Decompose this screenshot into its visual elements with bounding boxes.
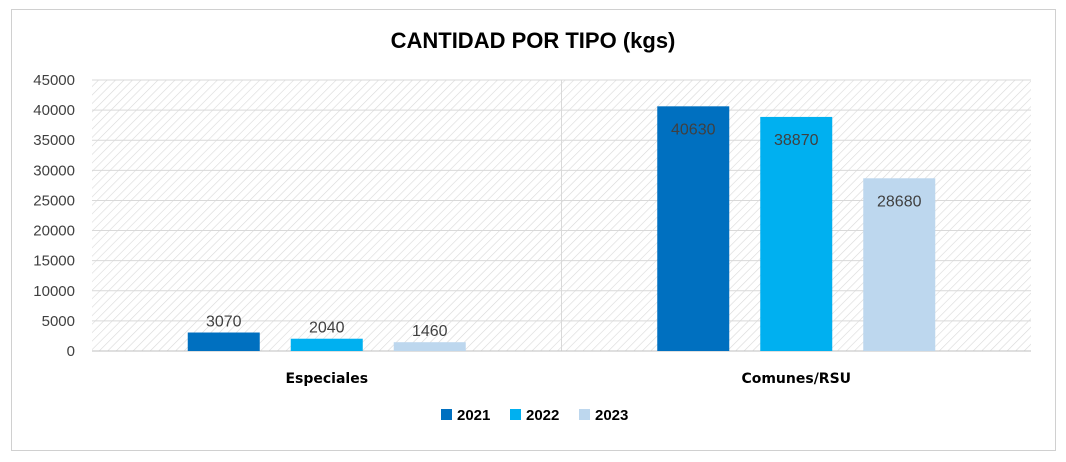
bar	[290, 338, 363, 351]
data-label: 3070	[206, 314, 242, 331]
bar	[657, 106, 730, 351]
y-tick-label: 0	[67, 343, 75, 360]
y-tick-label: 5000	[42, 313, 75, 330]
category-label: Comunes/RSU	[741, 371, 851, 387]
y-tick-label: 15000	[33, 253, 75, 270]
y-tick-label: 45000	[33, 72, 75, 89]
legend-label: 2021	[457, 407, 490, 424]
y-tick-label: 25000	[33, 192, 75, 209]
legend-label: 2023	[595, 407, 628, 424]
x-axis: Especiales Comunes/RSU	[285, 371, 851, 387]
bar	[760, 116, 833, 351]
legend-swatch	[441, 409, 452, 420]
bar	[187, 332, 260, 351]
data-label: 2040	[309, 320, 345, 337]
data-labels: 3070 2040 1460 40630 38870 28680	[206, 121, 922, 340]
legend-swatch	[510, 409, 521, 420]
data-label: 38870	[774, 132, 819, 149]
category-label: Especiales	[285, 371, 368, 387]
bar	[393, 342, 466, 351]
legend-label: 2022	[526, 407, 559, 424]
legend: 2021 2022 2023	[441, 407, 628, 424]
legend-swatch	[579, 409, 590, 420]
y-axis: 0 5000 10000 15000 20000 25000 30000 35000 40000…	[33, 72, 75, 360]
y-tick-label: 40000	[33, 102, 75, 119]
data-label: 40630	[671, 121, 716, 138]
bar	[863, 178, 936, 351]
y-tick-label: 30000	[33, 162, 75, 179]
y-tick-label: 10000	[33, 283, 75, 300]
data-label: 1460	[412, 323, 448, 340]
data-label: 28680	[877, 193, 922, 210]
y-tick-label: 35000	[33, 132, 75, 149]
y-tick-label: 20000	[33, 223, 75, 240]
bars	[187, 106, 936, 351]
chart-title: CANTIDAD POR TIPO (kgs)	[391, 28, 676, 53]
